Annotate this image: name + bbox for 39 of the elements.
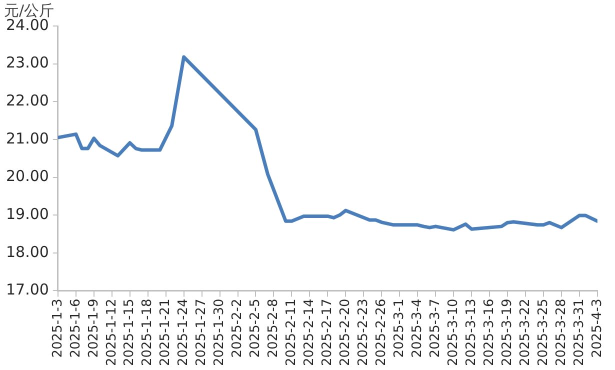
x-tick-label: 2025-3-22	[518, 298, 533, 366]
x-tick-label: 2025-1-12	[104, 298, 120, 366]
x-tick-label: 2025-3-25	[536, 298, 551, 366]
y-tick-label: 17.00	[6, 280, 49, 299]
x-tick-label: 2025-1-18	[140, 298, 156, 366]
x-tick-label: 2025-3-31	[572, 298, 587, 366]
x-tick-label: 2025-2-5	[248, 298, 264, 358]
x-tick-label: 2025-3-13	[464, 298, 479, 366]
x-tick-label: 2025-3-7	[428, 298, 443, 358]
y-tick-label: 20.00	[6, 167, 49, 186]
y-tick-label: 19.00	[6, 204, 49, 223]
y-axis-title: 元/公斤	[4, 1, 54, 20]
x-tick-label: 2025-2-26	[374, 298, 389, 366]
x-tick-label: 2025-3-1	[392, 298, 407, 358]
x-tick-label: 2025-3-10	[446, 298, 461, 366]
x-tick-label: 2025-1-24	[176, 298, 192, 366]
x-tick-label: 2025-3-28	[554, 298, 569, 366]
x-tick-label: 2025-3-16	[482, 298, 497, 366]
x-tick-label: 2025-2-2	[230, 298, 246, 358]
x-tick-label: 2025-2-14	[302, 298, 318, 366]
x-tick-label: 2025-2-11	[284, 298, 300, 366]
x-tick-label: 2025-1-3	[50, 298, 66, 358]
y-tick-label: 22.00	[6, 92, 49, 110]
x-tick-label: 2025-2-8	[266, 298, 282, 358]
x-tick-label: 2025-1-27	[194, 298, 210, 366]
x-tick-label: 2025-1-21	[158, 298, 174, 366]
x-tick-label: 2025-3-4	[410, 298, 425, 358]
y-tick-label: 21.00	[6, 129, 49, 148]
y-tick-label: 23.00	[6, 54, 49, 72]
x-tick-label: 2025-2-20	[338, 298, 354, 366]
x-tick-label: 2025-4-3	[590, 298, 605, 358]
x-tick-label: 2025-1-6	[68, 298, 84, 358]
x-tick-label: 2025-3-19	[500, 298, 515, 366]
x-tick-label: 2025-1-15	[122, 298, 138, 366]
x-tick-label: 2025-2-23	[356, 298, 372, 366]
x-tick-label: 2025-1-9	[86, 298, 102, 358]
y-tick-label: 18.00	[6, 242, 49, 261]
x-tick-label: 2025-1-30	[212, 298, 228, 366]
x-tick-label: 2025-2-17	[320, 298, 336, 366]
